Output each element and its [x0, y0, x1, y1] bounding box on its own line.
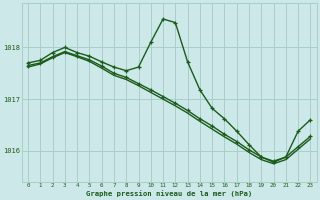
X-axis label: Graphe pression niveau de la mer (hPa): Graphe pression niveau de la mer (hPa) [86, 190, 252, 197]
